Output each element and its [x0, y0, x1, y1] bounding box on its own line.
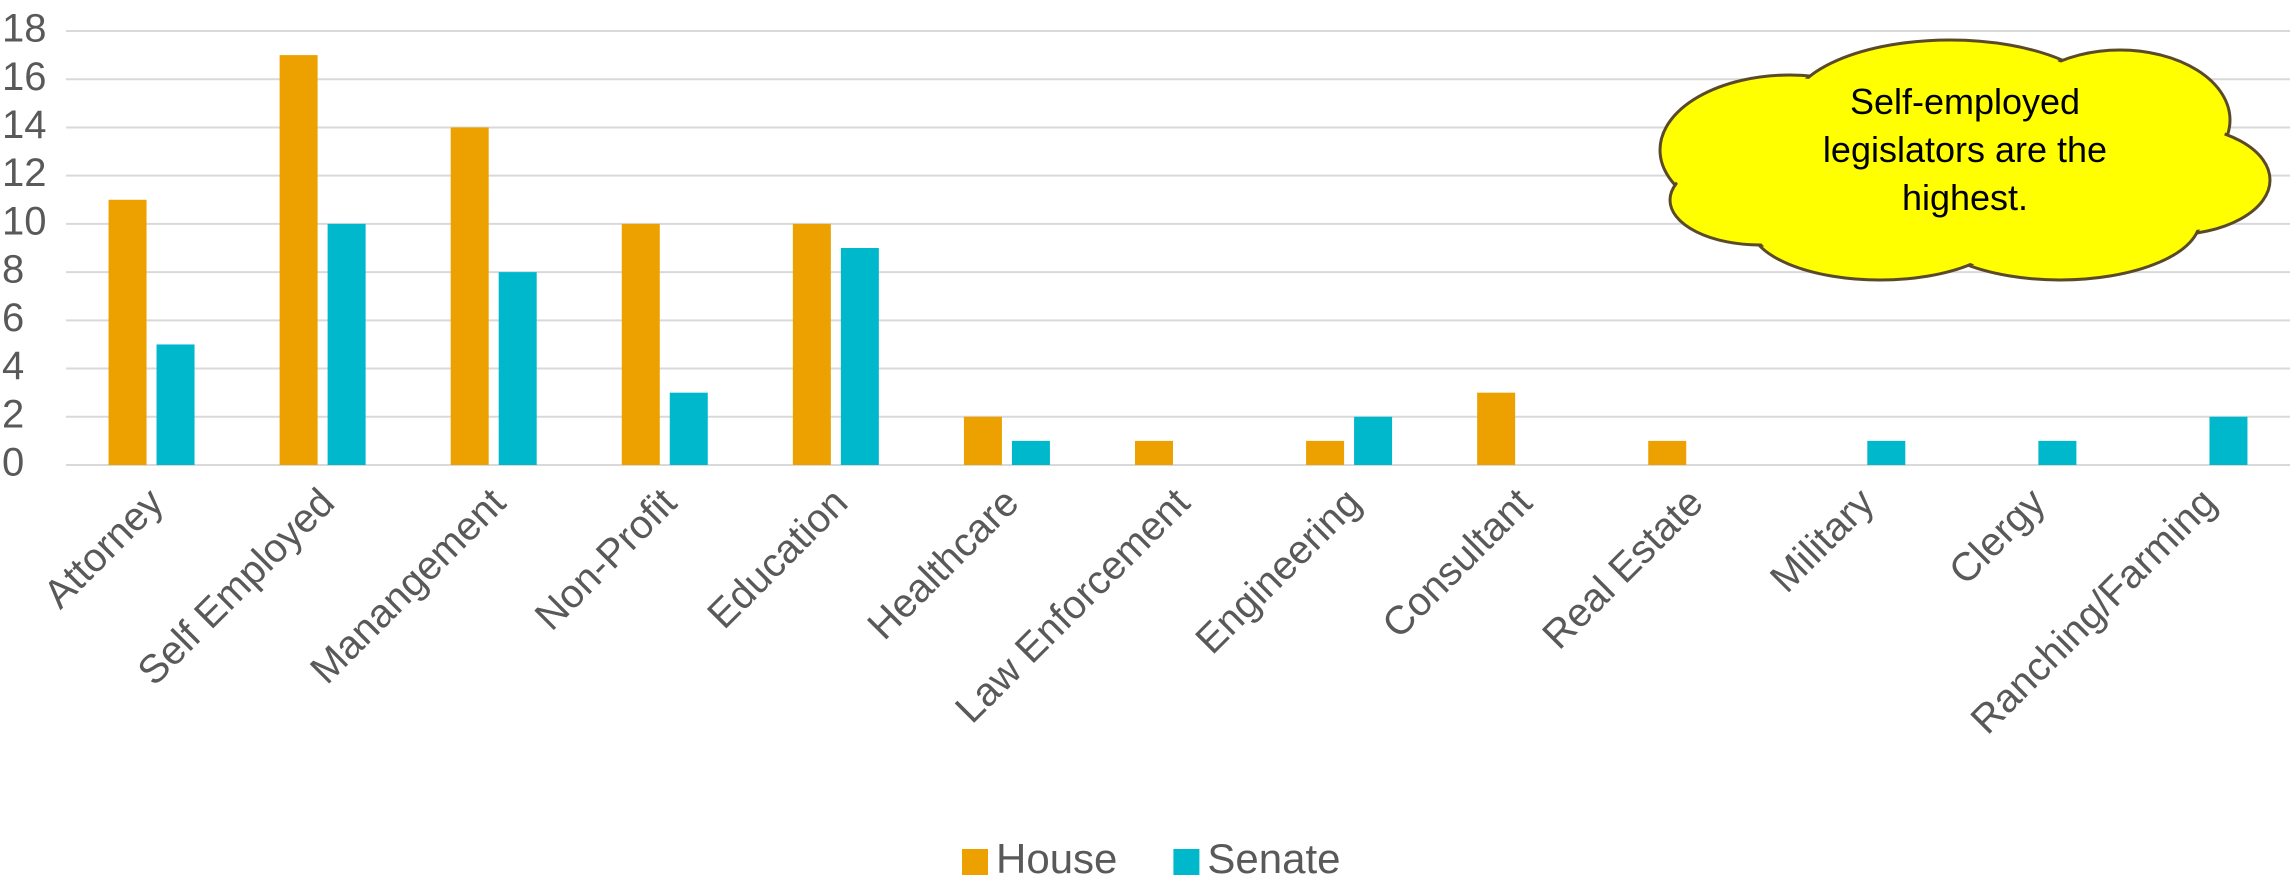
legend-label: Senate — [1207, 835, 1340, 880]
bar — [1867, 440, 1906, 465]
bar — [1306, 440, 1345, 465]
y-tick-label: 14 — [2, 103, 47, 147]
bar — [963, 416, 1002, 465]
legend-swatch — [1173, 849, 1200, 875]
y-tick-label: 18 — [2, 7, 47, 51]
bar — [2209, 416, 2248, 465]
y-tick-label: 0 — [2, 441, 24, 485]
bar — [621, 223, 660, 465]
y-tick-label: 12 — [2, 151, 47, 195]
y-tick-label: 2 — [2, 392, 24, 436]
x-tick-label: Engineering — [1187, 480, 1369, 662]
y-tick-label: 6 — [2, 296, 24, 340]
y-tick-label: 8 — [2, 248, 24, 292]
annotation: Self-employed legislators are the highes… — [1822, 81, 2108, 218]
bar — [108, 199, 147, 465]
bar — [1135, 440, 1173, 465]
bar — [840, 248, 879, 465]
bar — [156, 344, 195, 465]
bar — [1477, 392, 1516, 465]
x-tick-label: Attorney — [35, 480, 171, 616]
bar — [327, 223, 366, 465]
x-tick-label: Education — [699, 480, 856, 637]
x-tick-label: Military — [1762, 480, 1883, 601]
bar — [1354, 416, 1393, 465]
legend-label: House — [996, 835, 1117, 880]
x-tick-label: Consultant — [1374, 480, 1540, 646]
bar — [2038, 440, 2077, 465]
y-tick-label: 4 — [2, 344, 24, 388]
annotation-cloud: Self-employed legislators are the highes… — [1658, 38, 2272, 282]
bar — [279, 55, 318, 465]
bar — [1648, 440, 1687, 465]
bar — [1011, 440, 1050, 465]
x-tick-label: Clergy — [1941, 480, 2054, 593]
x-tick-label: Non-Profit — [527, 480, 685, 638]
bar — [792, 223, 831, 465]
annotation-text: Self-employed legislators are the highes… — [1822, 81, 2108, 218]
bar — [450, 127, 489, 465]
x-tick-label: Healthcare — [859, 480, 1027, 648]
y-tick-label: 16 — [2, 55, 47, 99]
x-tick-label: Real Estate — [1534, 480, 1711, 657]
bar — [498, 272, 537, 465]
bar — [669, 392, 708, 465]
y-tick-label: 10 — [2, 199, 47, 243]
legend-swatch — [962, 849, 988, 875]
